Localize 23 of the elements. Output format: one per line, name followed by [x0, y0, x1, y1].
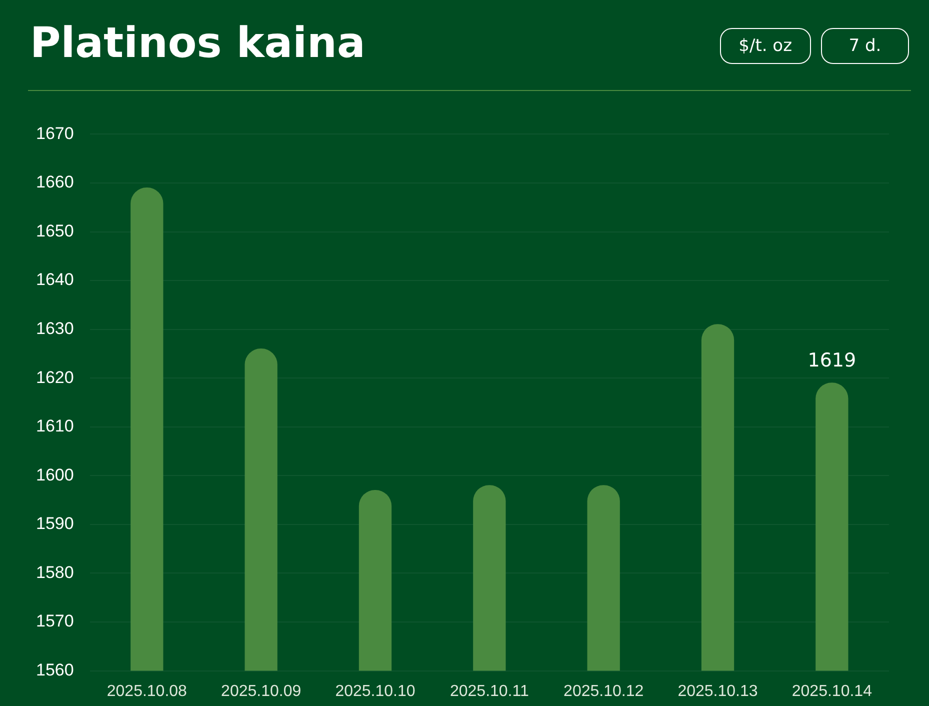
y-tick-label: 1670 — [36, 124, 74, 143]
y-tick-label: 1560 — [36, 660, 74, 680]
text: $/t. oz — [720, 28, 811, 64]
y-tick-label: 1610 — [36, 416, 74, 436]
y-tick-label: 1660 — [36, 172, 74, 192]
y-tick-label: 1650 — [36, 221, 74, 240]
chart-title: Platinos kaina — [30, 18, 366, 67]
y-tick-label: 1640 — [36, 270, 74, 290]
y-tick-label: 1600 — [36, 465, 74, 484]
x-tick-label: 2025.10.08 — [106, 682, 188, 700]
x-tick-label: 2025.10.10 — [335, 682, 416, 700]
y-tick-label: 1580 — [36, 562, 74, 582]
y-tick-label: 1590 — [36, 514, 74, 534]
y-tick-label: 1570 — [36, 612, 74, 631]
data-label: 1619 — [808, 349, 856, 372]
x-tick-label: 2025.10.11 — [450, 682, 529, 700]
x-tick-label: 2025.10.13 — [678, 682, 758, 700]
x-tick-label: 2025.10.14 — [792, 682, 872, 700]
text: 7 d. — [821, 28, 909, 64]
x-tick-label: 2025.10.12 — [564, 682, 644, 700]
x-tick-label: 2025.10.09 — [221, 682, 302, 700]
y-tick-label: 1620 — [36, 368, 74, 387]
y-tick-label: 1630 — [36, 319, 74, 338]
